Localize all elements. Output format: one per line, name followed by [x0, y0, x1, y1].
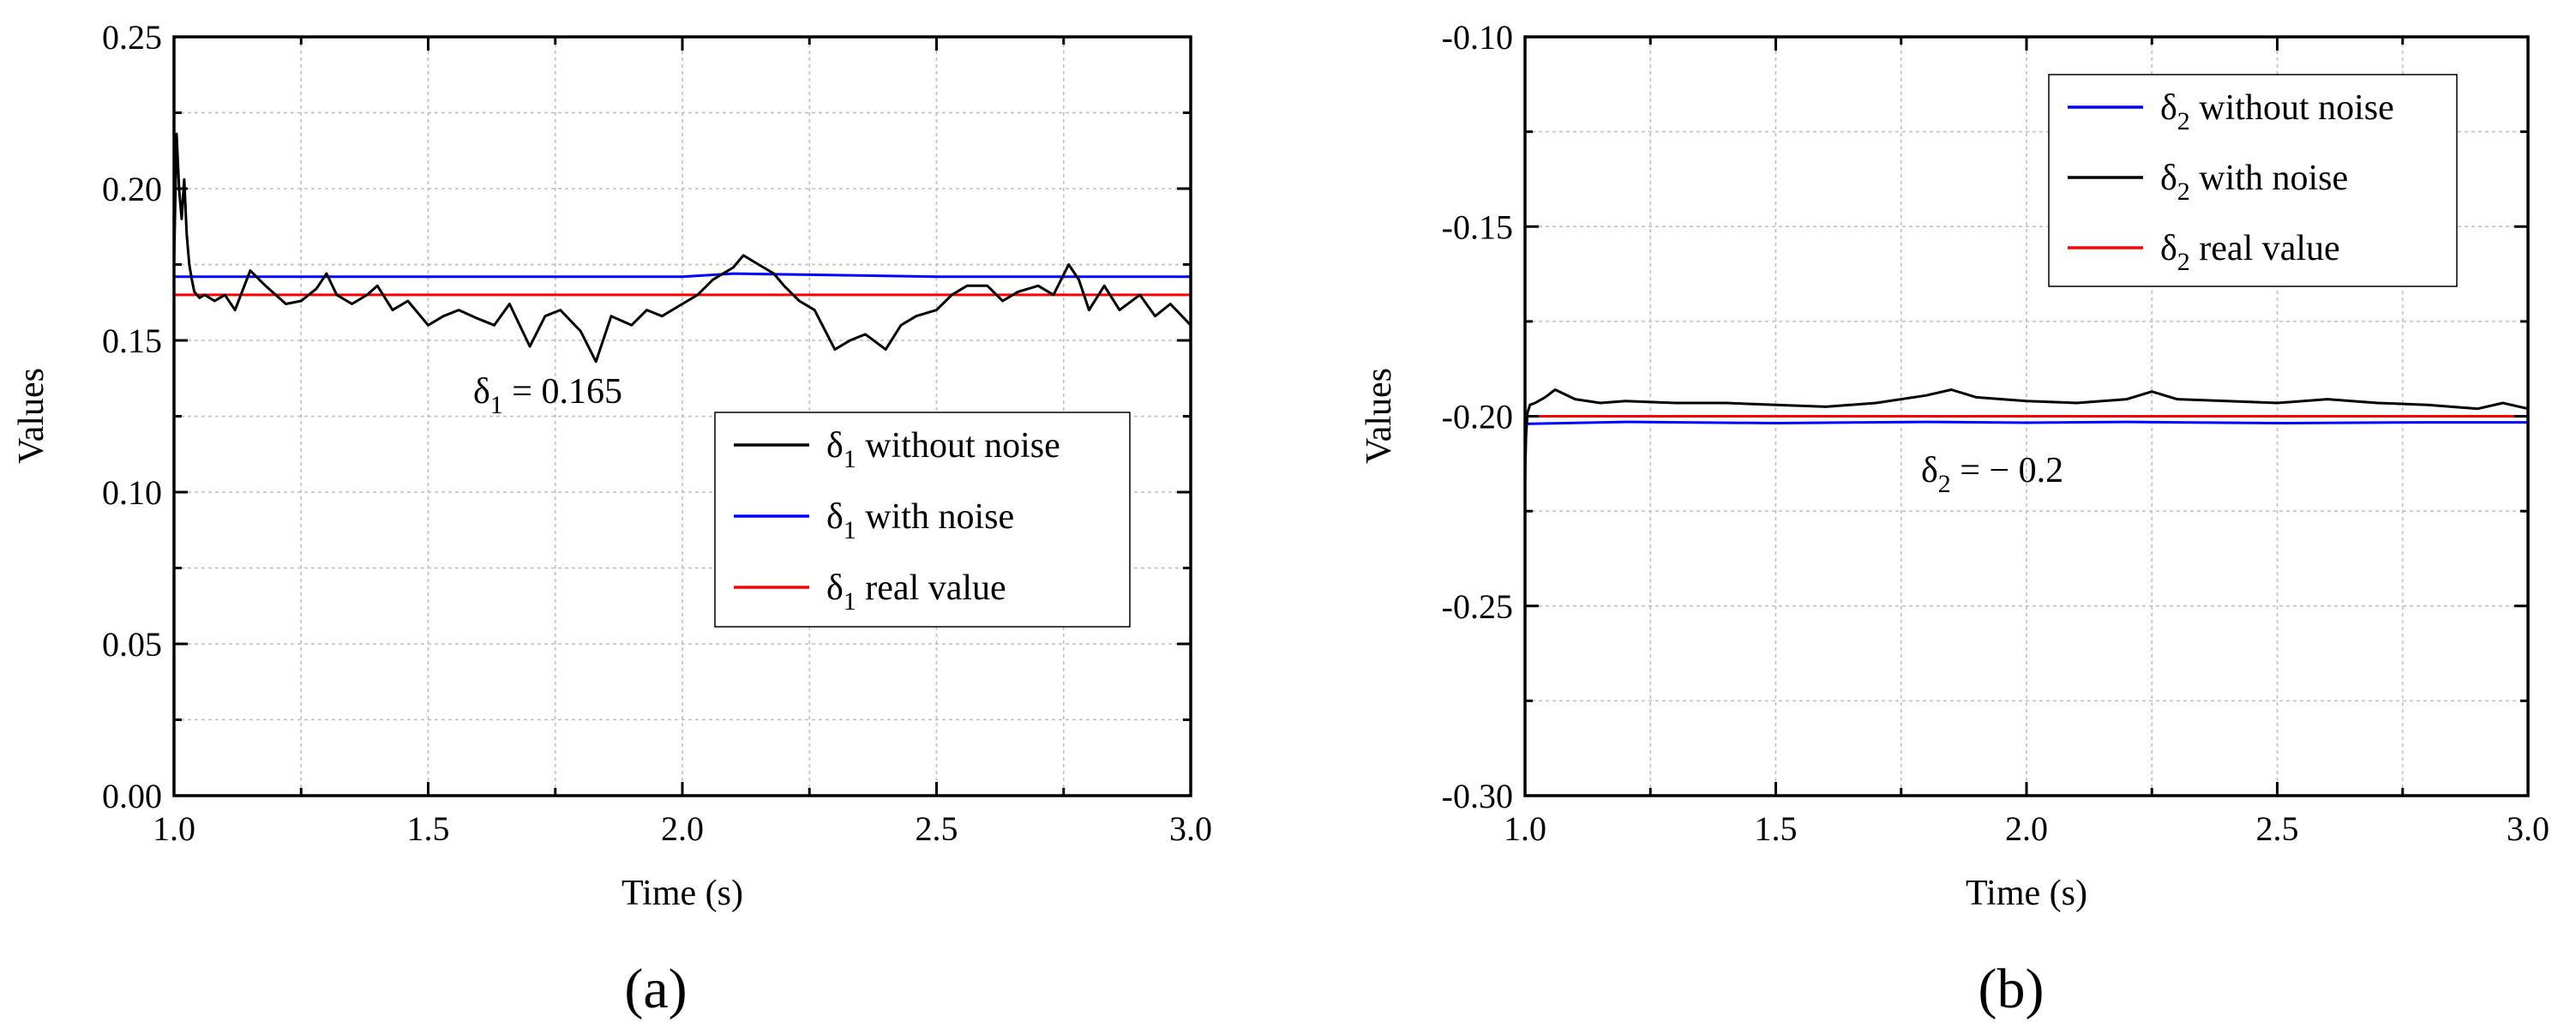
- panel-label: (b): [1979, 958, 2045, 1020]
- series-group: [1523, 388, 2529, 478]
- x-tick-label: 2.5: [916, 809, 958, 848]
- legend: δ2 without noise δ2 with noise δ2 real val…: [2048, 74, 2458, 287]
- series-group: [172, 132, 1192, 364]
- series-line-2: [174, 272, 1191, 279]
- x-tick-label: 2.0: [2005, 809, 2048, 848]
- x-tick-label: 3.0: [1169, 809, 1212, 848]
- y-tick-label: 0.15: [102, 322, 162, 360]
- y-tick-label: 0.05: [102, 625, 162, 664]
- legend-label-3: δ2 real value: [2160, 229, 2340, 276]
- x-tick-label: 1.5: [1755, 809, 1798, 848]
- legend-label-2: δ2 with noise: [2160, 159, 2348, 206]
- x-tick-label: 2.0: [661, 809, 704, 848]
- series-line-1: [172, 132, 1192, 364]
- y-axis-title: Values: [1360, 368, 1399, 464]
- legend-box: [2048, 74, 2458, 287]
- x-tick-label: 1.5: [407, 809, 450, 848]
- y-tick-label: 0.10: [102, 473, 162, 512]
- legend: δ1 without noise δ1 with noise δ1 real val…: [714, 412, 1131, 628]
- x-tick-label: 3.0: [2507, 809, 2549, 848]
- value-annotation: δ2 = − 0.2: [1921, 451, 2063, 498]
- y-tick-label: 0.20: [102, 170, 162, 208]
- y-tick-label: -0.30: [1442, 777, 1513, 815]
- x-axis-title: Time (s): [1966, 874, 2087, 913]
- chart-panel-b: 1.0 1.5 2.0 2.5 3.0 -0.30 -0.25 -0.20 -0.15 -0.10…: [1360, 18, 2549, 1020]
- y-tick-label: 0.00: [102, 777, 162, 815]
- ticks: 1.0 1.5 2.0 2.5 3.0 -0.30 -0.25 -0.20 -0.15 -0.10: [1442, 18, 2549, 848]
- ticks: 1.0 1.5 2.0 2.5 3.0 0.00 0.05 0.10 0.15 0.20 0.25: [102, 18, 1212, 848]
- y-tick-label: -0.10: [1442, 18, 1513, 57]
- legend-label-1: δ1 without noise: [826, 426, 1060, 473]
- x-axis-title: Time (s): [621, 874, 743, 913]
- series-line-2: [1523, 388, 2529, 478]
- x-tick-label: 1.0: [1504, 809, 1546, 848]
- chart-panel-a: 1.0 1.5 2.0 2.5 3.0 0.00 0.05 0.10 0.15 0.20 0.25 T…: [12, 18, 1212, 1020]
- y-tick-label: -0.15: [1442, 207, 1513, 246]
- legend-label-3: δ1 real value: [826, 568, 1006, 616]
- x-tick-label: 2.5: [2256, 809, 2299, 848]
- x-tick-label: 1.0: [153, 809, 195, 848]
- value-annotation: δ1 = 0.165: [473, 372, 622, 419]
- legend-box: [714, 412, 1131, 628]
- series-line-1: [1524, 420, 2528, 425]
- legend-label-2: δ1 with noise: [826, 497, 1014, 544]
- y-tick-label: 0.25: [102, 18, 162, 57]
- y-axis-title: Values: [12, 368, 51, 464]
- legend-label-1: δ2 without noise: [2160, 88, 2394, 135]
- y-tick-label: -0.25: [1442, 587, 1513, 626]
- panel-label: (a): [624, 958, 687, 1020]
- y-tick-label: -0.20: [1442, 398, 1513, 436]
